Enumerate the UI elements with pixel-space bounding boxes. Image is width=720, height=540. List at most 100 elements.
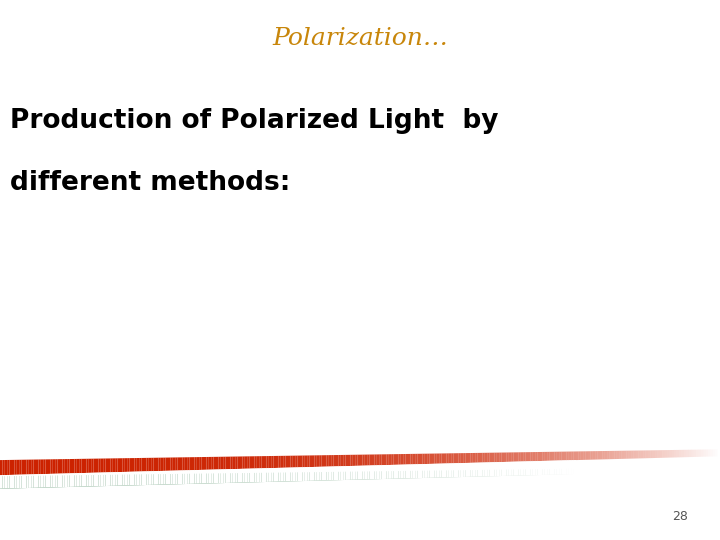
Polygon shape [293,472,295,481]
Polygon shape [706,449,708,457]
Polygon shape [396,465,398,478]
Polygon shape [187,457,189,470]
Polygon shape [405,454,408,464]
Polygon shape [547,469,549,475]
Polygon shape [288,468,290,482]
Polygon shape [545,452,547,461]
Polygon shape [495,462,497,476]
Polygon shape [228,473,230,483]
Polygon shape [180,457,182,470]
Polygon shape [315,472,317,481]
Polygon shape [567,460,569,474]
Polygon shape [274,468,276,482]
Polygon shape [197,474,199,484]
Polygon shape [612,451,614,459]
Polygon shape [94,472,96,487]
Polygon shape [698,450,701,457]
Polygon shape [297,456,300,468]
Polygon shape [27,475,29,488]
Polygon shape [295,456,297,468]
Polygon shape [547,452,549,461]
Polygon shape [202,457,204,470]
Polygon shape [218,457,221,469]
Polygon shape [480,470,482,477]
Polygon shape [209,474,211,483]
Polygon shape [538,469,540,475]
Polygon shape [533,452,535,461]
Polygon shape [223,469,225,483]
Polygon shape [588,451,590,460]
Polygon shape [389,454,391,465]
Polygon shape [477,470,480,477]
Polygon shape [333,467,336,480]
Polygon shape [456,470,459,477]
Polygon shape [679,450,682,457]
Polygon shape [302,456,305,467]
Polygon shape [367,471,369,480]
Polygon shape [461,453,463,463]
Polygon shape [156,458,158,471]
Polygon shape [34,460,36,474]
Polygon shape [427,464,430,478]
Polygon shape [338,472,341,480]
Polygon shape [490,453,492,462]
Polygon shape [197,470,199,484]
Polygon shape [103,458,106,472]
Polygon shape [238,456,240,469]
Polygon shape [516,462,518,476]
Polygon shape [72,473,74,487]
Polygon shape [45,476,48,488]
Polygon shape [552,452,554,461]
Polygon shape [168,457,171,471]
Polygon shape [540,461,542,475]
Polygon shape [310,467,312,481]
Polygon shape [271,472,274,482]
Polygon shape [389,471,391,479]
Polygon shape [297,472,300,481]
Polygon shape [423,471,425,478]
Polygon shape [269,468,271,482]
Polygon shape [12,475,14,488]
Polygon shape [233,473,235,483]
Polygon shape [63,475,65,487]
Polygon shape [300,472,302,481]
Polygon shape [153,458,156,471]
Polygon shape [418,464,420,478]
Polygon shape [288,456,290,468]
Polygon shape [194,457,197,470]
Polygon shape [202,474,204,484]
Polygon shape [473,470,475,477]
Polygon shape [408,464,410,478]
Polygon shape [461,470,463,477]
Polygon shape [677,450,679,457]
Polygon shape [603,451,605,460]
Polygon shape [269,472,271,482]
Polygon shape [446,470,449,477]
Polygon shape [36,476,38,488]
Polygon shape [398,454,401,465]
Polygon shape [149,471,151,485]
Polygon shape [511,453,513,462]
Polygon shape [475,463,477,477]
Polygon shape [53,459,55,474]
Polygon shape [214,474,216,483]
Polygon shape [286,472,288,482]
Polygon shape [650,450,653,458]
Polygon shape [264,456,266,468]
Polygon shape [391,465,394,479]
Polygon shape [194,474,197,484]
Polygon shape [245,469,247,483]
Polygon shape [120,472,122,485]
Polygon shape [571,451,574,460]
Polygon shape [230,457,233,469]
Polygon shape [403,471,405,478]
Polygon shape [593,451,595,460]
Polygon shape [523,461,526,475]
Polygon shape [108,458,110,472]
Polygon shape [283,472,286,482]
Polygon shape [456,453,459,463]
Polygon shape [425,471,427,478]
Polygon shape [5,476,7,489]
Polygon shape [153,474,156,485]
Polygon shape [355,466,358,480]
